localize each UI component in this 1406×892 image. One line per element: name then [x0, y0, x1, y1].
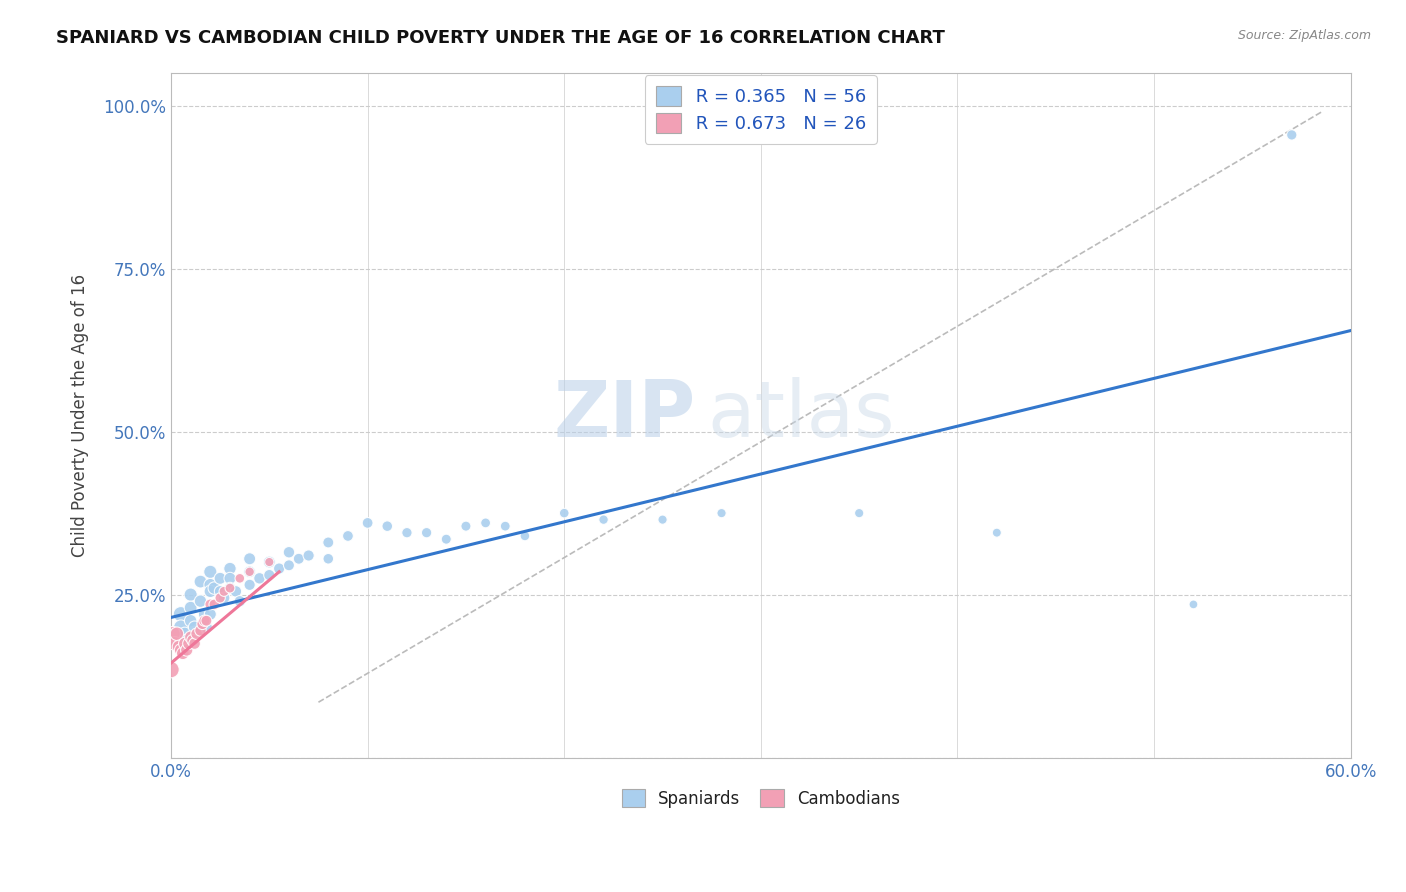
Point	[209, 584, 232, 599]
Point	[395, 525, 418, 540]
Point	[190, 624, 212, 638]
Point	[180, 588, 202, 602]
Point	[190, 594, 212, 608]
Point	[1182, 598, 1205, 612]
Point	[170, 607, 193, 622]
Point	[219, 581, 242, 595]
Point	[200, 565, 222, 579]
Point	[513, 529, 536, 543]
Point	[173, 626, 195, 640]
Point	[848, 506, 870, 520]
Point	[193, 614, 215, 628]
Y-axis label: Child Poverty Under the Age of 16: Child Poverty Under the Age of 16	[72, 274, 89, 557]
Point	[212, 584, 235, 599]
Point	[986, 525, 1008, 540]
Point	[553, 506, 575, 520]
Text: atlas: atlas	[707, 377, 896, 453]
Point	[288, 551, 311, 566]
Point	[259, 555, 281, 569]
Point	[454, 519, 477, 533]
Point	[212, 591, 235, 605]
Point	[183, 620, 205, 634]
Point	[173, 636, 195, 650]
Point	[229, 571, 252, 585]
Point	[193, 607, 215, 622]
Point	[356, 516, 378, 530]
Point	[219, 561, 242, 575]
Point	[229, 594, 252, 608]
Point	[190, 574, 212, 589]
Point	[249, 571, 271, 585]
Point	[239, 565, 262, 579]
Point	[163, 636, 186, 650]
Point	[298, 549, 321, 563]
Point	[195, 614, 218, 628]
Point	[180, 630, 202, 644]
Point	[195, 620, 218, 634]
Point	[180, 614, 202, 628]
Point	[239, 551, 262, 566]
Point	[1281, 128, 1303, 142]
Text: SPANIARD VS CAMBODIAN CHILD POVERTY UNDER THE AGE OF 16 CORRELATION CHART: SPANIARD VS CAMBODIAN CHILD POVERTY UNDE…	[56, 29, 945, 47]
Legend: Spaniards, Cambodians: Spaniards, Cambodians	[614, 782, 907, 814]
Point	[259, 568, 281, 582]
Point	[225, 584, 247, 599]
Point	[180, 600, 202, 615]
Point	[239, 565, 262, 579]
Point	[316, 535, 339, 549]
Point	[278, 558, 301, 573]
Point	[209, 591, 232, 605]
Point	[316, 551, 339, 566]
Point	[166, 626, 188, 640]
Point	[176, 633, 198, 648]
Point	[160, 663, 183, 677]
Point	[219, 571, 242, 585]
Point	[202, 581, 225, 595]
Point	[209, 571, 232, 585]
Point	[200, 584, 222, 599]
Point	[336, 529, 359, 543]
Point	[415, 525, 437, 540]
Point	[170, 643, 193, 657]
Point	[172, 646, 194, 660]
Point	[434, 532, 457, 546]
Point	[651, 513, 673, 527]
Point	[186, 626, 208, 640]
Point	[494, 519, 516, 533]
Point	[176, 643, 198, 657]
Point	[202, 598, 225, 612]
Point	[239, 578, 262, 592]
Point	[191, 617, 214, 632]
Point	[474, 516, 496, 530]
Text: Source: ZipAtlas.com: Source: ZipAtlas.com	[1237, 29, 1371, 43]
Point	[200, 578, 222, 592]
Point	[375, 519, 398, 533]
Point	[259, 555, 281, 569]
Text: ZIP: ZIP	[554, 377, 696, 453]
Point	[710, 506, 733, 520]
Point	[200, 607, 222, 622]
Point	[183, 636, 205, 650]
Point	[162, 626, 184, 640]
Point	[170, 620, 193, 634]
Point	[177, 636, 200, 650]
Point	[592, 513, 614, 527]
Point	[200, 598, 222, 612]
Point	[219, 581, 242, 595]
Point	[269, 561, 291, 575]
Point	[278, 545, 301, 559]
Point	[167, 640, 190, 654]
Point	[181, 633, 204, 648]
